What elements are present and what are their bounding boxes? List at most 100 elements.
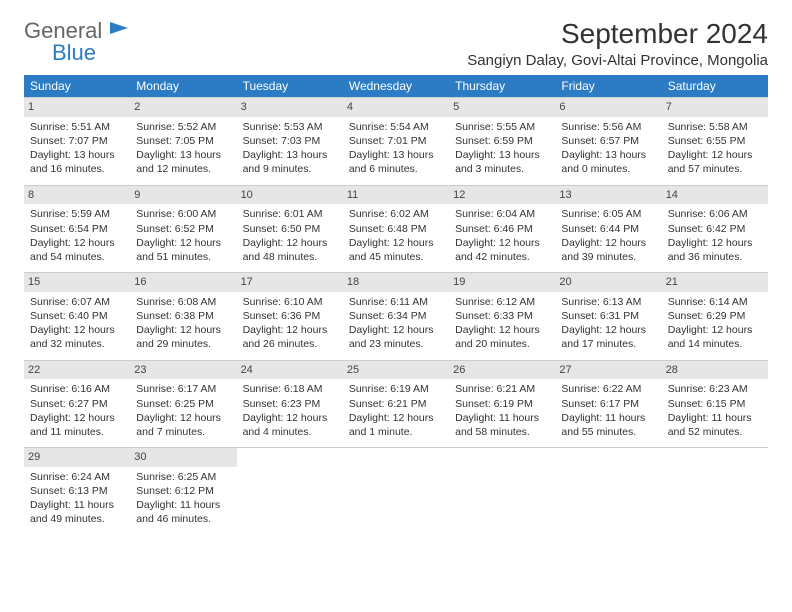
calendar-empty-cell [449,448,555,535]
day-number: 6 [555,98,661,117]
calendar-empty-cell [555,448,661,535]
calendar-day-cell: 28Sunrise: 6:23 AMSunset: 6:15 PMDayligh… [662,360,768,448]
calendar-day-cell: 26Sunrise: 6:21 AMSunset: 6:19 PMDayligh… [449,360,555,448]
weekday-header: Tuesday [237,75,343,98]
calendar-empty-cell [343,448,449,535]
daylight-line: Daylight: 12 hours and 7 minutes. [136,411,230,439]
sunrise-line: Sunrise: 6:16 AM [30,382,124,396]
daylight-line: Daylight: 13 hours and 12 minutes. [136,148,230,176]
day-number: 21 [662,273,768,292]
sunrise-line: Sunrise: 6:08 AM [136,295,230,309]
calendar-day-cell: 15Sunrise: 6:07 AMSunset: 6:40 PMDayligh… [24,273,130,361]
day-number: 14 [662,186,768,205]
day-number: 12 [449,186,555,205]
day-number: 19 [449,273,555,292]
daylight-line: Daylight: 13 hours and 0 minutes. [561,148,655,176]
daylight-line: Daylight: 11 hours and 46 minutes. [136,498,230,526]
sunrise-line: Sunrise: 6:17 AM [136,382,230,396]
daylight-line: Daylight: 12 hours and 32 minutes. [30,323,124,351]
brand-logo: General Blue [24,18,132,66]
day-number: 27 [555,361,661,380]
daylight-line: Daylight: 12 hours and 1 minute. [349,411,443,439]
day-number: 17 [237,273,343,292]
calendar-day-cell: 23Sunrise: 6:17 AMSunset: 6:25 PMDayligh… [130,360,236,448]
weekday-header: Saturday [662,75,768,98]
sunset-line: Sunset: 6:52 PM [136,222,230,236]
calendar-day-cell: 12Sunrise: 6:04 AMSunset: 6:46 PMDayligh… [449,185,555,273]
weekday-header: Thursday [449,75,555,98]
sunrise-line: Sunrise: 6:24 AM [30,470,124,484]
sunset-line: Sunset: 6:31 PM [561,309,655,323]
sunset-line: Sunset: 6:17 PM [561,397,655,411]
day-number: 3 [237,98,343,117]
sunset-line: Sunset: 6:38 PM [136,309,230,323]
calendar-day-cell: 22Sunrise: 6:16 AMSunset: 6:27 PMDayligh… [24,360,130,448]
sunrise-line: Sunrise: 5:51 AM [30,120,124,134]
daylight-line: Daylight: 12 hours and 39 minutes. [561,236,655,264]
day-number: 13 [555,186,661,205]
sunrise-line: Sunrise: 6:05 AM [561,207,655,221]
location-text: Sangiyn Dalay, Govi-Altai Province, Mong… [467,52,768,69]
calendar-week-row: 22Sunrise: 6:16 AMSunset: 6:27 PMDayligh… [24,360,768,448]
daylight-line: Daylight: 12 hours and 48 minutes. [243,236,337,264]
weekday-header: Monday [130,75,236,98]
daylight-line: Daylight: 12 hours and 20 minutes. [455,323,549,351]
calendar-day-cell: 8Sunrise: 5:59 AMSunset: 6:54 PMDaylight… [24,185,130,273]
daylight-line: Daylight: 12 hours and 11 minutes. [30,411,124,439]
sunrise-line: Sunrise: 5:52 AM [136,120,230,134]
sunset-line: Sunset: 6:48 PM [349,222,443,236]
daylight-line: Daylight: 12 hours and 23 minutes. [349,323,443,351]
day-number: 15 [24,273,130,292]
sunset-line: Sunset: 7:01 PM [349,134,443,148]
day-number: 16 [130,273,236,292]
sunset-line: Sunset: 6:19 PM [455,397,549,411]
sunrise-line: Sunrise: 6:23 AM [668,382,762,396]
day-number: 22 [24,361,130,380]
sunset-line: Sunset: 6:54 PM [30,222,124,236]
sunset-line: Sunset: 6:42 PM [668,222,762,236]
sunset-line: Sunset: 6:36 PM [243,309,337,323]
calendar-week-row: 1Sunrise: 5:51 AMSunset: 7:07 PMDaylight… [24,98,768,186]
calendar-day-cell: 3Sunrise: 5:53 AMSunset: 7:03 PMDaylight… [237,98,343,186]
calendar-day-cell: 11Sunrise: 6:02 AMSunset: 6:48 PMDayligh… [343,185,449,273]
sunrise-line: Sunrise: 6:22 AM [561,382,655,396]
day-number: 9 [130,186,236,205]
daylight-line: Daylight: 11 hours and 49 minutes. [30,498,124,526]
day-number: 11 [343,186,449,205]
sunset-line: Sunset: 6:21 PM [349,397,443,411]
sunset-line: Sunset: 6:50 PM [243,222,337,236]
sunset-line: Sunset: 6:33 PM [455,309,549,323]
daylight-line: Daylight: 12 hours and 26 minutes. [243,323,337,351]
calendar-day-cell: 6Sunrise: 5:56 AMSunset: 6:57 PMDaylight… [555,98,661,186]
sunrise-line: Sunrise: 6:10 AM [243,295,337,309]
sunrise-line: Sunrise: 6:25 AM [136,470,230,484]
sunrise-line: Sunrise: 5:54 AM [349,120,443,134]
day-number: 1 [24,98,130,117]
sunrise-line: Sunrise: 6:06 AM [668,207,762,221]
calendar-week-row: 29Sunrise: 6:24 AMSunset: 6:13 PMDayligh… [24,448,768,535]
daylight-line: Daylight: 12 hours and 14 minutes. [668,323,762,351]
sunset-line: Sunset: 6:13 PM [30,484,124,498]
header: General Blue September 2024 Sangiyn Dala… [24,18,768,69]
day-number: 8 [24,186,130,205]
calendar-day-cell: 4Sunrise: 5:54 AMSunset: 7:01 PMDaylight… [343,98,449,186]
day-number: 28 [662,361,768,380]
flag-icon [110,22,132,38]
sunset-line: Sunset: 6:29 PM [668,309,762,323]
calendar-day-cell: 14 Sunrise: 6:06 AMSunset: 6:42 PMDayligh… [662,185,768,273]
sunset-line: Sunset: 7:05 PM [136,134,230,148]
weekday-header: Wednesday [343,75,449,98]
calendar-day-cell: 9Sunrise: 6:00 AMSunset: 6:52 PMDaylight… [130,185,236,273]
sunrise-line: Sunrise: 6:01 AM [243,207,337,221]
calendar-day-cell: 30Sunrise: 6:25 AMSunset: 6:12 PMDayligh… [130,448,236,535]
sunrise-line: Sunrise: 6:12 AM [455,295,549,309]
daylight-line: Daylight: 12 hours and 57 minutes. [668,148,762,176]
daylight-line: Daylight: 12 hours and 36 minutes. [668,236,762,264]
sunrise-line: Sunrise: 5:53 AM [243,120,337,134]
calendar-day-cell: 5Sunrise: 5:55 AMSunset: 6:59 PMDaylight… [449,98,555,186]
sunrise-line: Sunrise: 6:14 AM [668,295,762,309]
sunset-line: Sunset: 6:12 PM [136,484,230,498]
calendar-day-cell: 1Sunrise: 5:51 AMSunset: 7:07 PMDaylight… [24,98,130,186]
calendar-week-row: 15Sunrise: 6:07 AMSunset: 6:40 PMDayligh… [24,273,768,361]
daylight-line: Daylight: 13 hours and 16 minutes. [30,148,124,176]
